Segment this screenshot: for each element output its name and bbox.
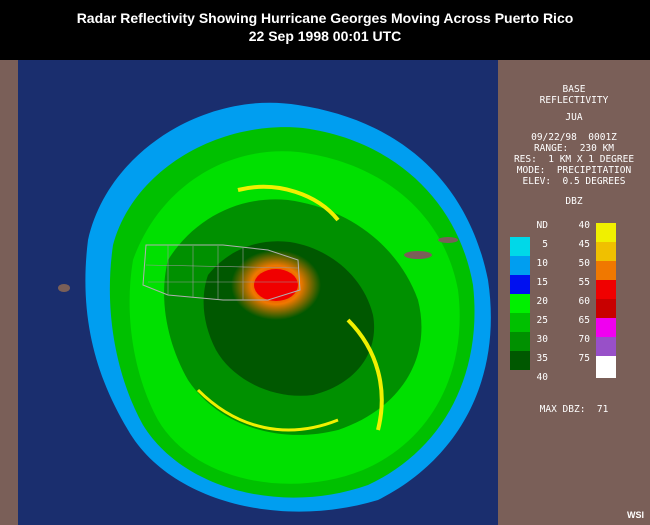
title-bar: Radar Reflectivity Showing Hurricane Geo… xyxy=(0,0,650,60)
legend-label: 60 xyxy=(578,296,590,307)
puerto-rico-outline xyxy=(142,244,301,301)
legend-label: 40 xyxy=(536,372,548,383)
spiral-band-north xyxy=(237,184,340,222)
legend-label: 65 xyxy=(578,315,590,326)
legend-swatch xyxy=(596,299,616,318)
mode-text: MODE: PRECIPITATION xyxy=(516,165,632,176)
legend-swatch xyxy=(510,332,530,351)
legend-label: 45 xyxy=(578,239,590,250)
units-label: DBZ xyxy=(565,196,583,207)
legend-swatch xyxy=(596,337,616,356)
island-vieques xyxy=(404,251,432,259)
max-dbz: MAX DBZ: 71 xyxy=(539,404,609,415)
legend-swatch xyxy=(510,313,530,332)
eyewall xyxy=(254,269,298,301)
legend-label: 55 xyxy=(578,277,590,288)
legend-label: 20 xyxy=(536,296,548,307)
elevation-text: ELEV: 0.5 DEGREES xyxy=(522,176,626,187)
legend-label: ND xyxy=(536,220,548,231)
legend-swatch xyxy=(510,237,530,256)
product-name-1: BASE xyxy=(562,84,586,95)
legend-label: 30 xyxy=(536,334,548,345)
municipality-lines xyxy=(145,245,299,300)
island-st-thomas xyxy=(438,237,458,243)
legend-swatch xyxy=(596,261,616,280)
legend-label: 25 xyxy=(536,315,548,326)
legend-label: 40 xyxy=(578,220,590,231)
legend-swatch xyxy=(596,318,616,337)
legend-label: 10 xyxy=(536,258,548,269)
legend-swatch xyxy=(510,351,530,370)
legend-swatch xyxy=(510,275,530,294)
legend-swatch xyxy=(510,256,530,275)
legend-label: 70 xyxy=(578,334,590,345)
legend-label: 15 xyxy=(536,277,548,288)
legend-label: 5 xyxy=(542,239,548,250)
legend-label: 75 xyxy=(578,353,590,364)
info-panel: BASE REFLECTIVITY JUA 09/22/98 0001Z RAN… xyxy=(498,60,650,525)
left-margin xyxy=(0,60,18,525)
legend-swatch xyxy=(510,294,530,313)
resolution-text: RES: 1 KM X 1 DEGREE xyxy=(513,154,635,165)
datetime: 09/22/98 0001Z xyxy=(531,132,617,143)
map-title: Radar Reflectivity Showing Hurricane Geo… xyxy=(76,10,574,26)
spiral-band-south xyxy=(196,388,339,432)
radar-map xyxy=(18,60,498,525)
radar-image xyxy=(58,102,491,512)
product-name-2: REFLECTIVITY xyxy=(539,95,609,106)
range-text: RANGE: 230 KM xyxy=(533,143,615,154)
legend-swatch xyxy=(596,242,616,261)
legend-label: 50 xyxy=(578,258,590,269)
legend-label: 35 xyxy=(536,353,548,364)
spiral-band-east xyxy=(346,318,384,431)
map-subtitle: 22 Sep 1998 00:01 UTC xyxy=(248,28,402,44)
legend-swatch xyxy=(596,223,616,242)
island-mona xyxy=(58,284,70,292)
credit-logo: WSI xyxy=(627,510,644,520)
legend-swatch xyxy=(596,280,616,299)
legend-swatch xyxy=(596,356,616,378)
station-id: JUA xyxy=(565,112,583,123)
